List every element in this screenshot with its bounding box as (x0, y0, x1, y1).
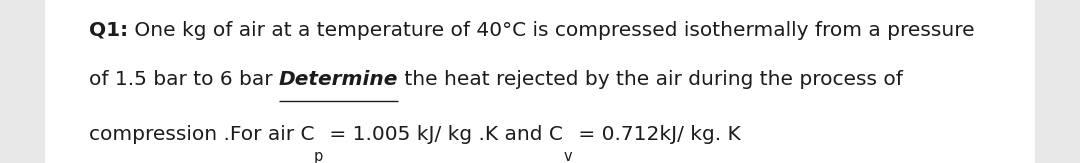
Text: Q1:: Q1: (89, 21, 127, 40)
Text: the heat rejected by the air during the process of: the heat rejected by the air during the … (397, 70, 903, 89)
Text: p: p (314, 149, 323, 163)
Text: Determine: Determine (279, 70, 397, 89)
Text: compression .For air C: compression .For air C (89, 125, 314, 144)
Text: v: v (563, 149, 571, 163)
Text: = 0.712kJ/ kg. K: = 0.712kJ/ kg. K (571, 125, 741, 144)
Text: of 1.5 bar to 6 bar: of 1.5 bar to 6 bar (89, 70, 279, 89)
Text: = 1.005 kJ/ kg .K and C: = 1.005 kJ/ kg .K and C (323, 125, 563, 144)
Text: One kg of air at a temperature of 40°C is compressed isothermally from a pressur: One kg of air at a temperature of 40°C i… (127, 21, 974, 40)
